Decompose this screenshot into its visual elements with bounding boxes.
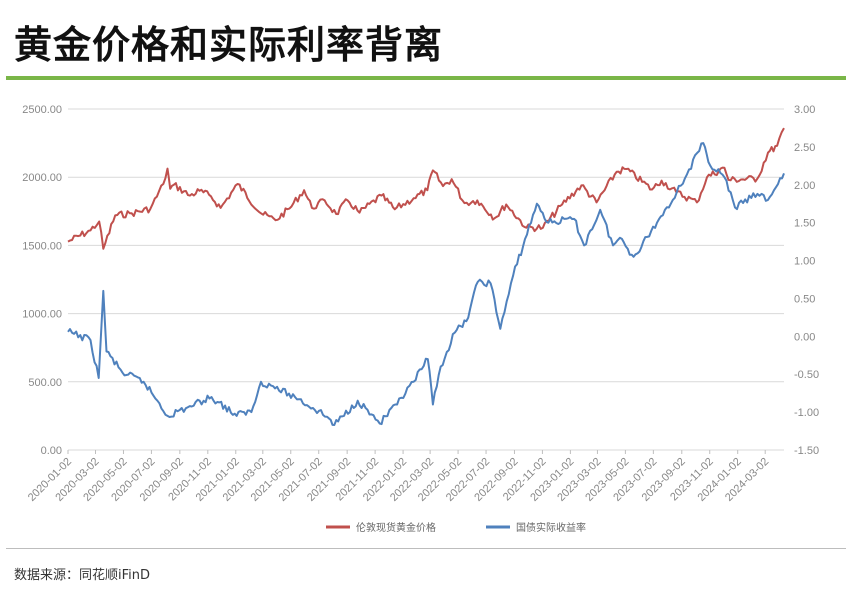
- series-layer: [67, 127, 785, 426]
- left-axis-tick-label: 1500.00: [22, 240, 62, 252]
- data-source-note: 数据来源：同花顺iFinD: [14, 568, 151, 583]
- title-underline: [6, 76, 846, 80]
- right-axis-tick-label: 1.00: [794, 256, 815, 268]
- legend-label: 国债实际收益率: [516, 521, 586, 534]
- grid-lines: [68, 108, 784, 451]
- left-axis-tick-label: 500.00: [28, 377, 62, 389]
- left-axis-tick-label: 2500.00: [22, 104, 62, 116]
- legend: 伦敦现货黄金价格 国债实际收益率: [326, 521, 586, 534]
- yield-series-line: [67, 142, 785, 426]
- right-axis-tick-label: -1.00: [794, 407, 819, 419]
- right-axis-tick-label: 3.00: [794, 104, 815, 116]
- legend-label: 伦敦现货黄金价格: [356, 521, 436, 534]
- right-axis-tick-label: -1.50: [794, 445, 819, 457]
- right-axis-tick-label: -0.50: [794, 369, 819, 381]
- chart-container: 0.00 500.00 1000.00 1500.00 2000.00 2500.00 -…: [6, 86, 846, 546]
- right-axis-tick-label: 1.50: [794, 218, 815, 230]
- left-y-axis: 0.00 500.00 1000.00 1500.00 2000.00 2500.00: [22, 104, 62, 457]
- right-axis-tick-label: 2.50: [794, 142, 815, 154]
- right-axis-tick-label: 0.00: [794, 331, 815, 343]
- gold-price-series-line: [67, 127, 785, 250]
- footer-divider: [6, 548, 846, 549]
- page-title: 黄金价格和实际利率背离: [14, 23, 444, 67]
- right-axis-tick-label: 2.00: [794, 180, 815, 192]
- right-y-axis: -1.50 -1.00 -0.50 0.00 0.50 1.00 1.50 2.00 2.50 3…: [794, 104, 819, 457]
- right-axis-tick-label: 0.50: [794, 293, 815, 305]
- left-axis-tick-label: 1000.00: [22, 309, 62, 321]
- line-chart: 0.00 500.00 1000.00 1500.00 2000.00 2500.00 -…: [22, 104, 819, 534]
- left-axis-tick-label: 0.00: [41, 445, 62, 457]
- x-axis: 2020-01-022020-03-022020-05-022020-07-02…: [26, 450, 771, 504]
- left-axis-tick-label: 2000.00: [22, 172, 62, 184]
